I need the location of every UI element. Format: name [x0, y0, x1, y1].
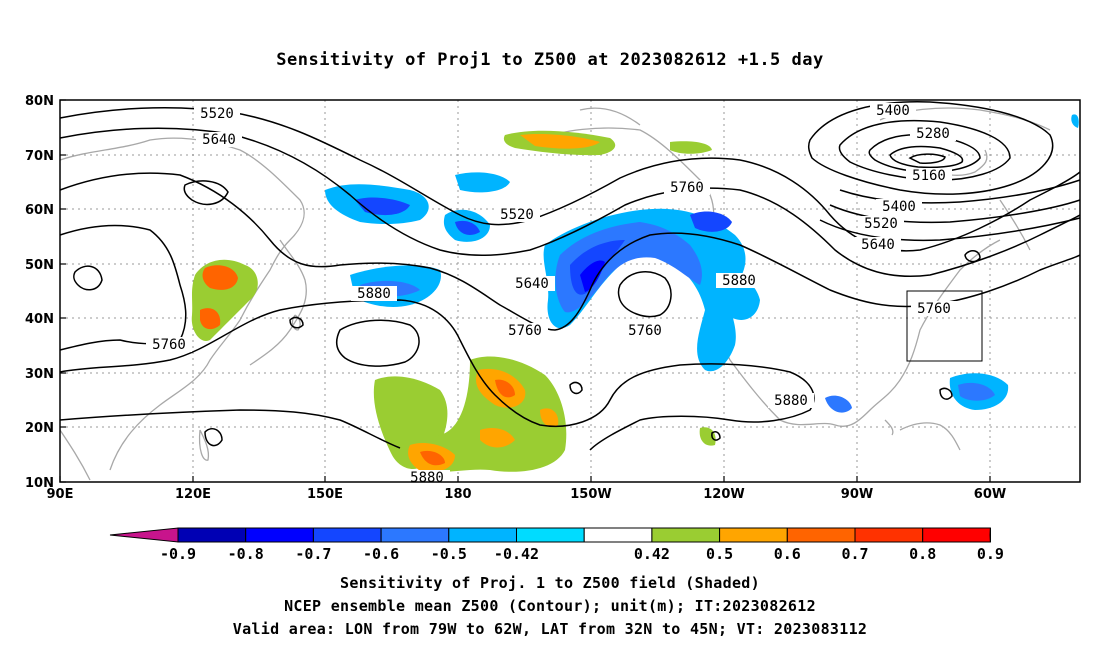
contour-label: 5760 — [670, 180, 704, 196]
contour-label: 5760 — [917, 301, 951, 317]
lat-tick-label: 40N — [25, 312, 54, 327]
coastlines — [59, 107, 1051, 481]
lat-tick-label: 50N — [25, 258, 54, 273]
colorbar-label: 0.5 — [706, 545, 733, 563]
colorbar-segment — [312, 527, 382, 543]
contour-label: 5640 — [861, 237, 895, 253]
colorbar-label: 0.6 — [774, 545, 801, 563]
colorbar-segment — [448, 527, 517, 543]
colorbar-segment — [177, 527, 247, 543]
contour-label: 5160 — [912, 168, 946, 184]
latitude-labels: 80N 70N 60N 50N 40N 30N 20N 10N — [25, 94, 54, 491]
map-frame — [59, 99, 1081, 483]
colorbar-segment — [380, 527, 450, 543]
lon-tick-label: 90W — [841, 487, 873, 502]
lon-tick-label: 90E — [47, 487, 74, 502]
colorbar-label: -0.8 — [228, 545, 264, 563]
contour-label: 5520 — [500, 207, 534, 223]
lat-tick-label: 70N — [25, 149, 54, 164]
lat-tick-label: 20N — [25, 421, 54, 436]
z500-contours — [59, 101, 1081, 451]
lon-tick-label: 120W — [703, 487, 744, 502]
contour-label: 5880 — [722, 273, 756, 289]
colorbar-label: -0.42 — [494, 545, 539, 563]
axis-ticks — [59, 99, 991, 483]
contour-label: 5760 — [508, 323, 542, 339]
contour-label: 5520 — [864, 216, 898, 232]
colorbar-segment — [719, 527, 788, 543]
sensitivity-shading — [191, 114, 1079, 473]
lon-tick-label: 120E — [175, 487, 211, 502]
colorbar-label: 0.7 — [841, 545, 868, 563]
colorbar-segment — [516, 527, 585, 543]
caption-line-2: NCEP ensemble mean Z500 (Contour); unit(… — [284, 597, 816, 615]
colorbar: -0.9 -0.8 -0.7 -0.6 -0.5 -0.42 0.42 0.5 0.6 0.7 0.… — [109, 527, 1004, 563]
contour-label: 5880 — [410, 470, 444, 486]
lat-tick-label: 10N — [25, 476, 54, 491]
colorbar-label: -0.7 — [295, 545, 331, 563]
contour-label: 5760 — [152, 337, 186, 353]
colorbar-low-triangle — [109, 527, 179, 543]
valid-area-box — [906, 290, 983, 362]
colorbar-label: 0.42 — [634, 545, 670, 563]
colorbar-label: -0.6 — [363, 545, 399, 563]
contour-label: 5640 — [202, 132, 236, 148]
colorbar-segment — [245, 527, 314, 543]
contour-label: 5880 — [357, 286, 391, 302]
lon-tick-label: 150E — [307, 487, 343, 502]
colorbar-label: -0.9 — [160, 545, 196, 563]
colorbar-segment — [651, 527, 721, 543]
caption-line-1: Sensitivity of Proj. 1 to Z500 field (Sh… — [340, 574, 760, 592]
colorbar-label: 0.8 — [909, 545, 936, 563]
lat-tick-label: 60N — [25, 203, 54, 218]
colorbar-label: -0.5 — [431, 545, 467, 563]
lon-tick-label: 180 — [444, 487, 471, 502]
map-title: Sensitivity of Proj1 to Z500 at 20230826… — [276, 50, 824, 70]
lon-tick-label: 150W — [570, 487, 611, 502]
caption-line-3: Valid area: LON from 79W to 62W, LAT fro… — [232, 620, 868, 638]
contour-label: 5400 — [876, 103, 910, 119]
longitude-labels: 90E 120E 150E 180 150W 120W 90W 60W — [47, 487, 1007, 502]
colorbar-segment — [786, 527, 856, 543]
lat-tick-label: 30N — [25, 367, 54, 382]
contour-label: 5880 — [774, 393, 808, 409]
colorbar-segment — [922, 527, 991, 543]
contour-label: 5640 — [515, 276, 549, 292]
contour-label: 5280 — [916, 126, 950, 142]
contour-label: 5400 — [882, 199, 916, 215]
lon-tick-label: 60W — [974, 487, 1006, 502]
colorbar-segment — [583, 527, 653, 543]
contour-label: 5520 — [200, 106, 234, 122]
colorbar-segment — [854, 527, 924, 543]
colorbar-label: 0.9 — [977, 545, 1004, 563]
contour-label: 5760 — [628, 323, 662, 339]
lat-tick-label: 80N — [25, 94, 54, 109]
